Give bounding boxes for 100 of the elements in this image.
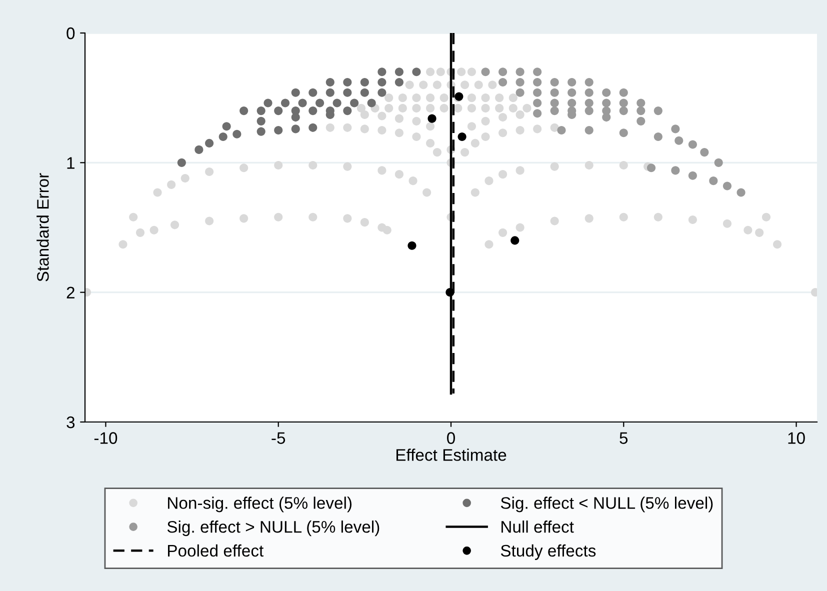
point [264, 98, 272, 108]
point [688, 171, 697, 180]
legend-label: Study effects [500, 544, 596, 560]
point [378, 78, 386, 87]
point [550, 78, 559, 87]
x-tick-label: -5 [272, 432, 286, 444]
point [367, 98, 376, 108]
point [619, 88, 628, 97]
x-tick-label: 5 [620, 432, 628, 444]
point [343, 106, 352, 116]
point [533, 88, 542, 97]
point [498, 78, 508, 87]
point [326, 88, 334, 97]
point [674, 136, 684, 145]
point [481, 68, 490, 76]
point [498, 68, 508, 76]
point [343, 78, 352, 87]
legend-label: Sig. effect < NULL (5% level) [500, 496, 713, 512]
point [274, 126, 283, 135]
point [636, 98, 646, 108]
point [394, 68, 404, 76]
point [256, 106, 266, 116]
point [378, 88, 386, 97]
point [428, 114, 436, 123]
point [584, 78, 594, 87]
point [256, 127, 266, 136]
x-tick-label: 10 [788, 432, 805, 444]
point [308, 88, 318, 97]
point [205, 138, 214, 148]
point [316, 98, 324, 108]
point [533, 98, 542, 108]
point [714, 158, 723, 167]
point [408, 241, 416, 250]
point [671, 166, 680, 175]
point [533, 78, 542, 87]
y-tick-label: 2 [66, 286, 74, 298]
point [584, 98, 594, 108]
y-tick-label: 1 [67, 157, 74, 169]
point [222, 122, 231, 131]
point [177, 158, 186, 167]
legend-label: Pooled effect [168, 544, 264, 557]
point [533, 109, 542, 118]
point [646, 164, 656, 172]
point [550, 88, 559, 97]
point [709, 176, 718, 186]
x-tick-label: -10 [94, 432, 118, 444]
point [688, 140, 697, 149]
point [350, 98, 359, 108]
point [412, 68, 421, 76]
point [550, 98, 559, 108]
point [291, 88, 300, 97]
point [602, 113, 611, 122]
point [533, 68, 542, 76]
point [568, 88, 576, 97]
point [550, 106, 559, 116]
point [619, 98, 628, 108]
point [280, 98, 290, 108]
point [557, 126, 566, 135]
point [274, 106, 283, 116]
point [458, 132, 466, 142]
legend-label: Sig. effect > NULL (5% level) [167, 520, 380, 536]
point [343, 88, 352, 97]
x-axis-title: Effect Estimate [396, 448, 506, 461]
point [619, 128, 628, 138]
point [308, 106, 318, 116]
legend-label: Null effect [502, 520, 574, 533]
point [671, 124, 680, 134]
x-tick-label: 0 [447, 432, 455, 444]
point [510, 236, 520, 245]
point [298, 98, 307, 108]
point [332, 98, 342, 108]
point [654, 132, 662, 142]
point [291, 124, 300, 134]
point [700, 148, 709, 157]
y-axis-title: Standard Error [36, 173, 49, 282]
point [516, 68, 524, 76]
point [568, 78, 576, 87]
point [654, 106, 662, 116]
point [240, 106, 248, 116]
point [360, 88, 369, 97]
point [568, 98, 576, 108]
point [636, 106, 646, 116]
point [394, 78, 404, 87]
point [360, 78, 369, 87]
point [516, 78, 524, 87]
point [722, 182, 732, 190]
point [602, 98, 611, 108]
point [602, 88, 611, 97]
point [584, 106, 594, 116]
point [516, 88, 524, 97]
legend-label: Non-sig. effect (5% level) [168, 496, 352, 512]
point [736, 188, 746, 197]
point [584, 126, 594, 135]
y-tick-label: 3 [66, 416, 75, 428]
point [218, 132, 228, 142]
point [291, 113, 300, 122]
point [636, 116, 646, 126]
point [326, 78, 334, 87]
y-tick-label: 0 [66, 27, 75, 40]
point [619, 106, 628, 116]
